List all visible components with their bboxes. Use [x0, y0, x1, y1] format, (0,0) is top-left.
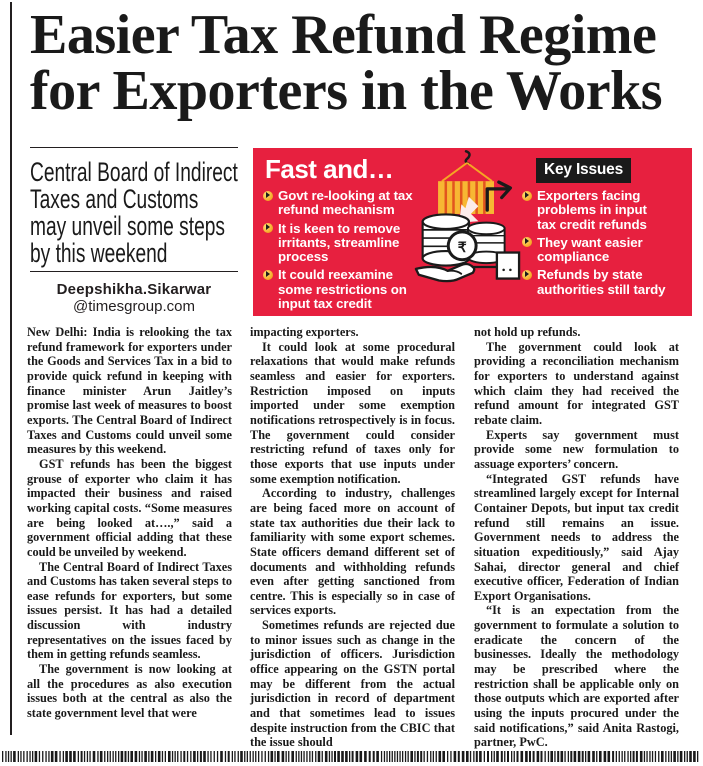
svg-text:₹: ₹	[458, 239, 467, 255]
